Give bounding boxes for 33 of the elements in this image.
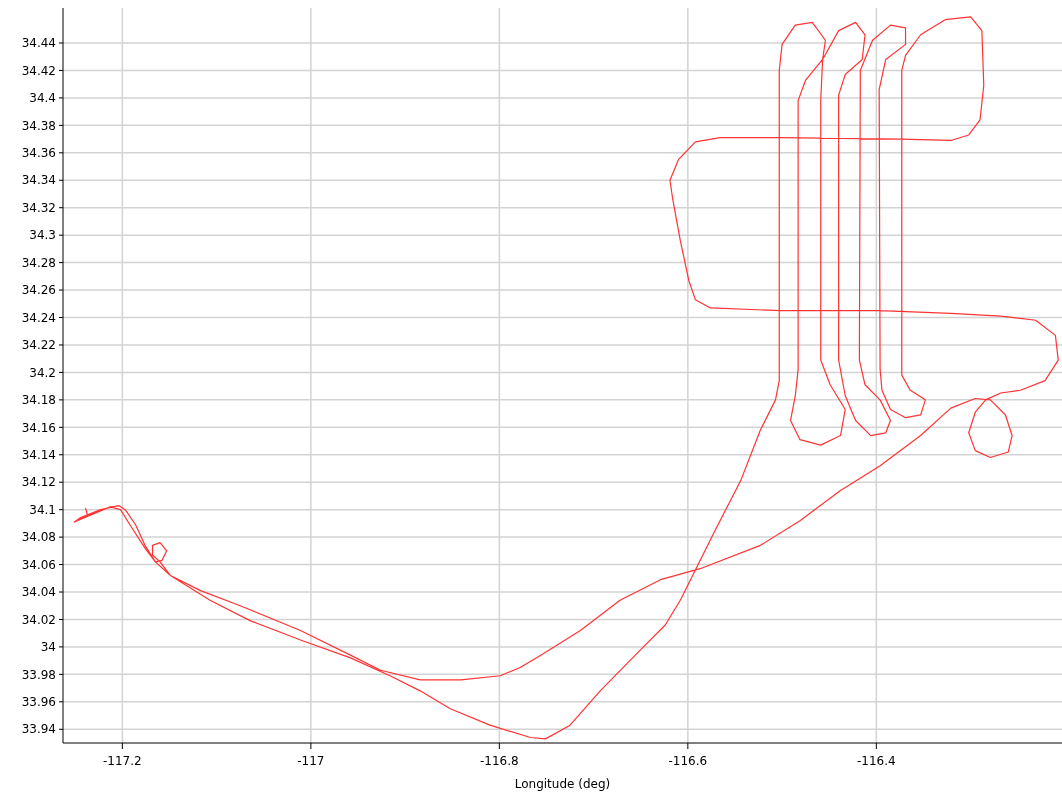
y-tick-label: 34.44 bbox=[21, 36, 56, 51]
x-tick-label: -116.8 bbox=[480, 754, 519, 768]
y-tick-label: 34.3 bbox=[29, 228, 56, 243]
y-tick-label: 34.36 bbox=[21, 146, 56, 160]
x-tick-label: -117 bbox=[297, 754, 325, 768]
y-tick-label: 34.18 bbox=[21, 393, 56, 408]
y-tick-label: 34.08 bbox=[21, 530, 56, 545]
x-axis-title: Longitude (deg) bbox=[514, 777, 611, 791]
x-tick-label: -116.6 bbox=[668, 754, 708, 768]
y-tick-label: 34.1 bbox=[29, 502, 56, 517]
y-tick-label: 34.34 bbox=[21, 173, 56, 188]
y-tick-label: 34.24 bbox=[21, 310, 56, 325]
y-tick-label: 34.02 bbox=[21, 612, 56, 627]
y-tick-label: 34.28 bbox=[21, 255, 56, 270]
y-tick-label: 34.26 bbox=[21, 283, 56, 298]
y-tick-label: 34.12 bbox=[21, 475, 56, 490]
y-tick-label: 34 bbox=[40, 640, 56, 655]
y-tick-label: 34.2 bbox=[29, 365, 56, 380]
y-tick-label: 33.98 bbox=[21, 667, 56, 682]
y-tick-label: 34.22 bbox=[21, 338, 56, 353]
y-tick-label: 34.14 bbox=[21, 447, 56, 462]
y-tick-label: 33.94 bbox=[21, 722, 56, 737]
y-tick-label: 34.38 bbox=[21, 118, 56, 133]
y-tick-label: 34.32 bbox=[21, 200, 56, 215]
y-tick-label: 34.04 bbox=[21, 585, 56, 600]
y-tick-label: 34.16 bbox=[21, 420, 56, 435]
y-tick-label: 34.42 bbox=[21, 63, 56, 78]
y-tick-label: 33.96 bbox=[21, 695, 56, 710]
line-series bbox=[73, 16, 1059, 740]
y-tick-label: 34.06 bbox=[21, 557, 56, 572]
x-tick-label: -116.4 bbox=[856, 754, 896, 768]
x-tick-label: -117.2 bbox=[103, 754, 142, 768]
y-tick-label: 34.4 bbox=[29, 91, 56, 106]
